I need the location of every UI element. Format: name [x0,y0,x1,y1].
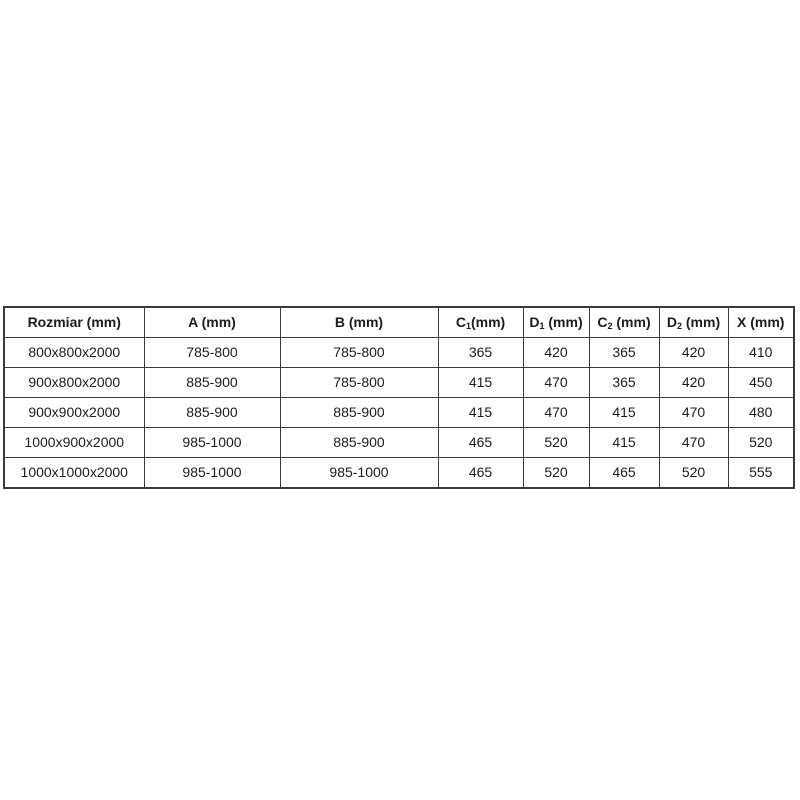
table-cell: 1000x1000x2000 [3,457,145,489]
column-header-d1: D1 (mm) [522,306,590,338]
table-cell: 465 [588,457,660,489]
table-cell: 420 [522,337,590,368]
column-header-b: B (mm) [279,306,439,338]
table-cell: 415 [437,367,524,398]
table-cell: 365 [437,337,524,368]
table-cell: 520 [522,457,590,489]
table-row: 900x900x2000 885-900 885-900 415 470 415 470 48… [3,397,795,428]
column-header-label: D [666,313,677,330]
table-cell: 450 [727,367,795,398]
table-cell: 885-900 [279,427,439,458]
table-cell: 420 [658,337,729,368]
table-cell: 520 [658,457,729,489]
table-cell: 470 [522,367,590,398]
table-cell: 985-1000 [279,457,439,489]
size-spec-table: Rozmiar (mm) A (mm) B (mm) C1(mm) D1 (mm) C2 … [3,306,795,489]
column-header-label: (mm) [612,313,651,330]
column-header-c1: C1(mm) [437,306,524,338]
table-cell: 470 [522,397,590,428]
header-row: Rozmiar (mm) A (mm) B (mm) C1(mm) D1 (mm) C2 … [3,306,795,338]
column-header-label: (mm) [470,313,506,330]
column-header-a: A (mm) [143,306,281,338]
table-row: 800x800x2000 785-800 785-800 365 420 365 420 41… [3,337,795,368]
column-header-x: X (mm) [727,306,795,338]
table-cell: 520 [522,427,590,458]
column-header-subscript: 2 [676,320,682,331]
column-header-label: C [455,313,466,330]
column-header-label: C [597,313,608,330]
table-cell: 800x800x2000 [3,337,145,368]
column-header-subscript: 2 [607,320,613,331]
column-header-label: X (mm) [737,313,785,330]
table-cell: 415 [588,427,660,458]
table-cell: 885-900 [143,367,281,398]
table-cell: 480 [727,397,795,428]
table-cell: 465 [437,457,524,489]
column-header-label: Rozmiar (mm) [27,313,121,330]
table-cell: 885-900 [279,397,439,428]
table-cell: 365 [588,337,660,368]
column-header-label: D [529,313,540,330]
table-cell: 420 [658,367,729,398]
column-header-label: (mm) [544,313,583,330]
table-cell: 900x800x2000 [3,367,145,398]
table-row: 900x800x2000 885-900 785-800 415 470 365 420 45… [3,367,795,398]
table-cell: 1000x900x2000 [3,427,145,458]
column-header-subscript: 1 [539,320,545,331]
column-header-label: B (mm) [334,313,384,330]
table-cell: 415 [437,397,524,428]
table-cell: 785-800 [279,367,439,398]
table-cell: 465 [437,427,524,458]
table-cell: 415 [588,397,660,428]
column-header-c2: C2 (mm) [588,306,660,338]
table-row: 1000x900x2000 985-1000 885-900 465 520 415 470… [3,427,795,458]
table-cell: 470 [658,427,729,458]
table-cell: 985-1000 [143,457,281,489]
column-header-label: (mm) [682,313,721,330]
table-cell: 555 [727,457,795,489]
table-cell: 470 [658,397,729,428]
table-cell: 410 [727,337,795,368]
table-cell: 885-900 [143,397,281,428]
table-cell: 785-800 [143,337,281,368]
column-header-label: A (mm) [188,313,236,330]
table-header: Rozmiar (mm) A (mm) B (mm) C1(mm) D1 (mm) C2 … [3,306,795,338]
column-header-subscript: 1 [465,320,471,331]
table-cell: 365 [588,367,660,398]
table-cell: 985-1000 [143,427,281,458]
table-cell: 520 [727,427,795,458]
table-row: 1000x1000x2000 985-1000 985-1000 465 520 465 5… [3,457,795,489]
table-cell: 785-800 [279,337,439,368]
table-body: 800x800x2000 785-800 785-800 365 420 365 420 41… [3,337,795,489]
size-table-container: Rozmiar (mm) A (mm) B (mm) C1(mm) D1 (mm) C2 … [3,306,795,489]
table-cell: 900x900x2000 [3,397,145,428]
column-header-d2: D2 (mm) [658,306,729,338]
column-header-rozmiar: Rozmiar (mm) [3,306,145,338]
